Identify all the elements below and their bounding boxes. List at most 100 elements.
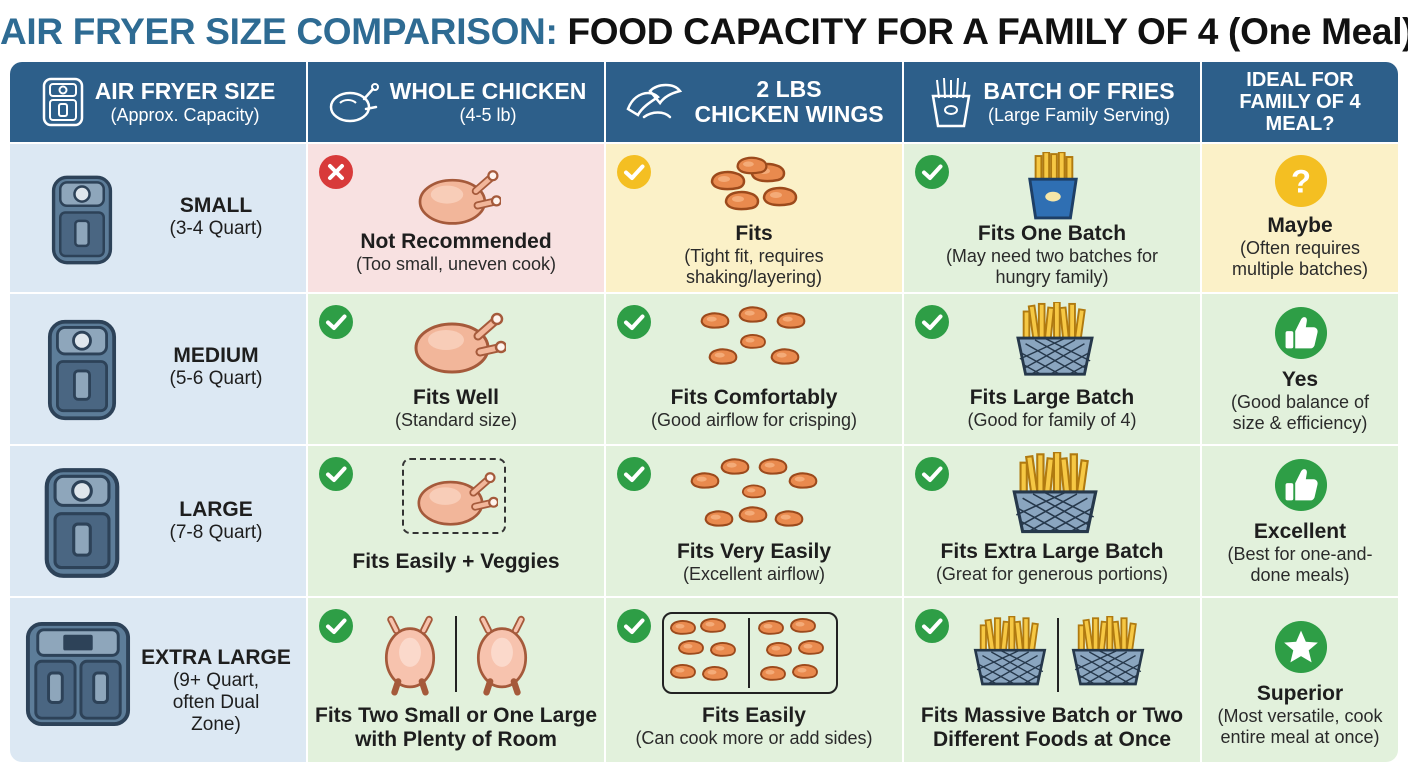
size-cell-small: SMALL (3-4 Quart) <box>10 144 306 292</box>
zone-divider <box>455 616 457 692</box>
chicken-cell-large: Fits Easily + Veggies <box>308 446 604 596</box>
caution-check-icon <box>616 154 652 190</box>
comparison-table: AIR FRYER SIZE (Approx. Capacity) WHOLE … <box>10 62 1398 762</box>
chicken-cell-extra-large: Fits Two Small or One Large with Plenty … <box>308 598 604 762</box>
wings-cell-small: Fits (Tight fit, requires shaking/layeri… <box>606 144 902 292</box>
chicken-wings-pile-image <box>704 154 804 220</box>
size-name: EXTRA LARGE <box>141 646 291 669</box>
check-icon <box>616 456 652 492</box>
size-cell-medium: MEDIUM (5-6 Quart) <box>10 294 306 444</box>
size-capacity: (7-8 Quart) <box>169 522 263 543</box>
wings-cell-medium: Fits Comfortably (Good airflow for crisp… <box>606 294 902 444</box>
size-name: MEDIUM <box>173 344 259 367</box>
result-title: Fits One Batch <box>977 222 1127 245</box>
fries-box-image <box>1024 152 1082 220</box>
verdict-title: Excellent <box>1253 520 1347 543</box>
ideal-cell-medium: Yes (Good balance of size & efficiency) <box>1202 294 1398 444</box>
wings-cell-extra-large: Fits Easily (Can cook more or add sides) <box>606 598 902 762</box>
check-icon <box>616 608 652 644</box>
result-title: Fits Easily <box>702 704 806 727</box>
air-fryer-large-icon <box>38 466 126 580</box>
header-wings-label: 2 LBS <box>756 76 822 102</box>
verdict-title: Maybe <box>1267 214 1333 237</box>
result-title: Fits Comfortably <box>670 386 838 409</box>
small-chicken-left-image <box>378 614 442 696</box>
check-icon <box>914 154 950 190</box>
verdict-title: Yes <box>1281 368 1319 391</box>
air-fryer-small-icon <box>46 174 118 266</box>
result-title: Fits Extra Large Batch <box>940 540 1164 563</box>
ideal-cell-extra-large: Superior (Most versatile, cook entire me… <box>1202 598 1398 762</box>
result-title: Fits Massive Batch or Two Different Food… <box>920 704 1184 751</box>
header-size: AIR FRYER SIZE (Approx. Capacity) <box>10 62 306 142</box>
result-title: Fits Two Small or One Large with Plenty … <box>315 704 597 751</box>
result-note: (Can cook more or add sides) <box>635 728 873 748</box>
wings-cell-large: Fits Very Easily (Excellent airflow) <box>606 446 902 596</box>
result-note: (Too small, uneven cook) <box>355 254 557 274</box>
cross-icon <box>318 154 354 190</box>
header-wings-sub: CHICKEN WINGS <box>694 101 884 127</box>
result-title: Fits Very Easily <box>676 540 832 563</box>
header-chicken-sub: (4-5 lb) <box>459 104 517 125</box>
whole-chicken-image <box>406 306 506 376</box>
thumbs-up-icon <box>1274 306 1328 360</box>
check-icon <box>318 304 354 340</box>
result-note: (Good airflow for crisping) <box>650 410 858 430</box>
check-icon <box>318 456 354 492</box>
header-chicken: WHOLE CHICKEN (4-5 lb) <box>308 62 604 142</box>
header-ideal-label: IDEAL FOR FAMILY OF 4 MEAL? <box>1239 69 1361 135</box>
whole-chicken-image <box>410 466 498 528</box>
fries-icon <box>931 77 971 128</box>
check-icon <box>914 456 950 492</box>
size-name: SMALL <box>179 194 253 217</box>
result-title: Fits <box>735 222 773 245</box>
verdict-note: (Best for one-and-done meals) <box>1227 544 1373 585</box>
check-icon <box>318 608 354 644</box>
fries-basket-image <box>1012 302 1098 378</box>
zone-divider <box>1057 618 1059 692</box>
chicken-wings-arranged-image <box>698 304 810 374</box>
ideal-cell-large: Excellent (Best for one-and-done meals) <box>1202 446 1398 596</box>
whole-chicken-image <box>411 164 501 227</box>
result-title: Not Recommended <box>360 230 552 253</box>
star-icon <box>1274 620 1328 674</box>
size-cell-large: LARGE (7-8 Quart) <box>10 446 306 596</box>
fries-basket-large-image <box>1008 452 1102 536</box>
size-capacity: (3-4 Quart) <box>169 218 263 239</box>
check-icon <box>914 608 950 644</box>
check-icon <box>914 304 950 340</box>
verdict-note: (Often requires multiple batches) <box>1231 238 1369 279</box>
header-fries: BATCH OF FRIES (Large Family Serving) <box>904 62 1200 142</box>
air-fryer-dual-zone-icon <box>24 620 132 728</box>
result-note: (Good for family of 4) <box>967 410 1137 430</box>
fries-cell-small: Fits One Batch (May need two batches for… <box>904 144 1200 292</box>
ideal-cell-small: Maybe (Often requires multiple batches) <box>1202 144 1398 292</box>
thumbs-up-icon <box>1274 458 1328 512</box>
fries-cell-large: Fits Extra Large Batch (Great for genero… <box>904 446 1200 596</box>
check-icon <box>616 304 652 340</box>
whole-chicken-icon <box>329 83 379 123</box>
fries-basket-right-image <box>1068 616 1148 688</box>
air-fryer-icon <box>42 77 83 127</box>
question-icon <box>1274 154 1328 208</box>
page-title: AIR FRYER SIZE COMPARISON: FOOD CAPACITY… <box>0 8 1408 56</box>
chicken-wings-spread-image <box>688 456 820 534</box>
chicken-cell-medium: Fits Well (Standard size) <box>308 294 604 444</box>
fries-basket-left-image <box>970 616 1050 688</box>
size-capacity: (9+ Quart, often Dual Zone) <box>172 670 260 735</box>
air-fryer-medium-icon <box>42 318 122 422</box>
fries-cell-extra-large: Fits Massive Batch or Two Different Food… <box>904 598 1200 762</box>
fries-cell-medium: Fits Large Batch (Good for family of 4) <box>904 294 1200 444</box>
header-fries-label: BATCH OF FRIES <box>983 77 1175 104</box>
title-part-1: AIR FRYER SIZE COMPARISON: <box>0 11 558 52</box>
result-note: (Great for generous portions) <box>935 564 1169 584</box>
result-title: Fits Easily + Veggies <box>352 550 560 573</box>
result-note: (Standard size) <box>394 410 518 430</box>
verdict-note: (Good balance of size & efficiency) <box>1230 392 1370 433</box>
chicken-cell-small: Not Recommended (Too small, uneven cook) <box>308 144 604 292</box>
result-note: (Tight fit, requires shaking/layering) <box>684 246 824 287</box>
size-name: LARGE <box>179 498 253 521</box>
size-capacity: (5-6 Quart) <box>169 368 263 389</box>
result-title: Fits Large Batch <box>969 386 1135 409</box>
result-note: (Excellent airflow) <box>682 564 826 584</box>
